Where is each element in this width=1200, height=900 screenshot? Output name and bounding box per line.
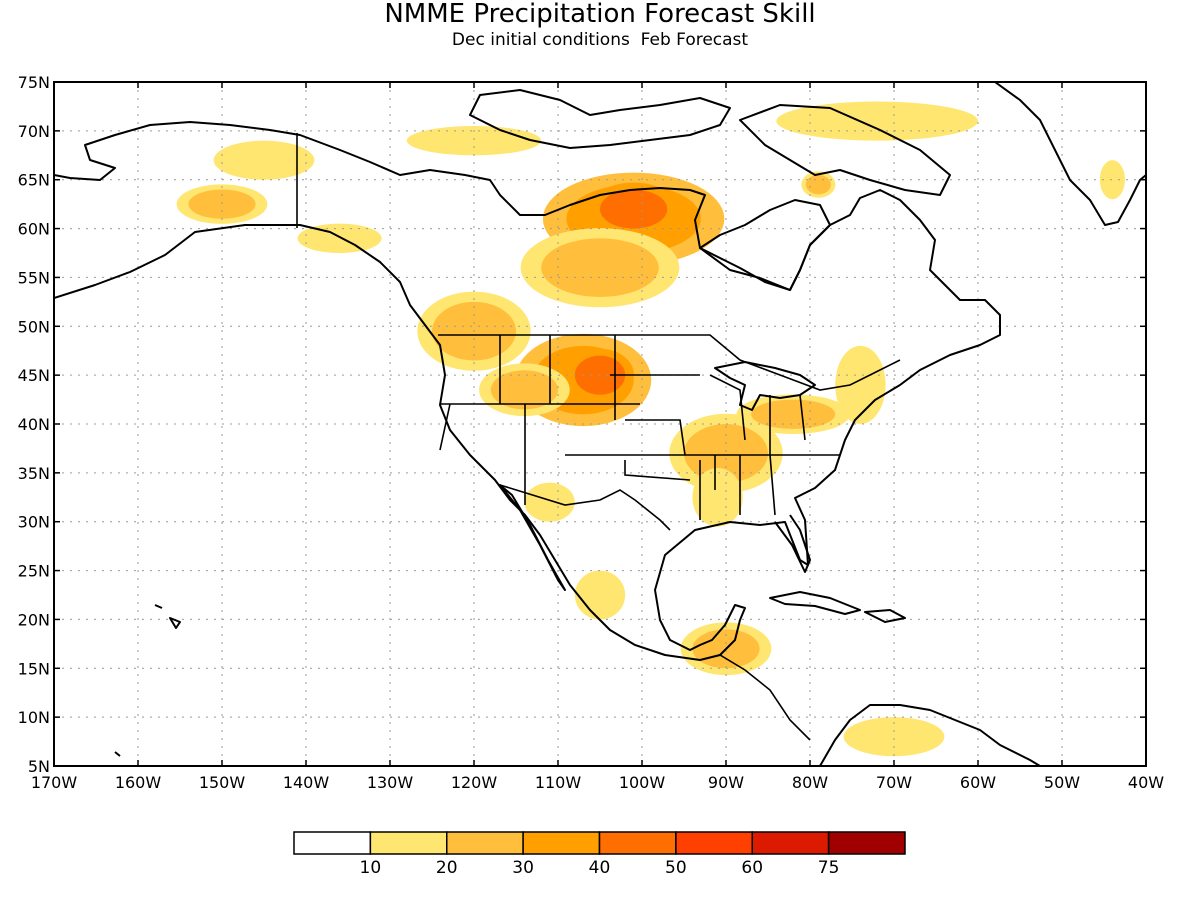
skill-region-ohio-valley	[751, 399, 836, 429]
skill-region-south-america-north	[843, 717, 945, 757]
gridlines	[54, 82, 1146, 766]
hudson-bay-coastline	[699, 199, 831, 291]
great-lakes-coastline	[714, 361, 816, 411]
x-tick-label: 170W	[31, 773, 78, 792]
latitude-axis: 5N 10N 15N 20N 25N 30N 35N 40N 45N 50N 55N 60N 65N 70…	[18, 73, 1146, 776]
x-tick-label: 120W	[451, 773, 498, 792]
y-tick-label: 10N	[18, 708, 50, 727]
skill-region-labrador-spot	[805, 174, 832, 195]
colorbar-label: 20	[436, 858, 458, 878]
x-tick-label: 70W	[876, 773, 912, 792]
colorbar-swatch	[522, 831, 601, 855]
colorbar-swatch	[751, 831, 830, 855]
y-tick-label: 50N	[18, 317, 50, 336]
colorbar-label: 75	[818, 858, 840, 878]
pacific-islands	[114, 604, 181, 757]
x-tick-label: 40W	[1128, 773, 1164, 792]
south-america-coastline	[819, 704, 1041, 766]
florida-coastline	[774, 514, 811, 573]
y-tick-label: 65N	[18, 171, 50, 190]
colorbar-label: 60	[741, 858, 763, 878]
y-tick-label: 75N	[18, 73, 50, 92]
longitude-axis: 170W 160W 150W 140W 130W 120W 110W 100W 90W 80W 70…	[31, 82, 1164, 792]
y-tick-label: 70N	[18, 122, 50, 141]
y-tick-label: 20N	[18, 610, 50, 629]
skill-region-manitoba	[541, 238, 659, 297]
x-tick-label: 60W	[960, 773, 996, 792]
us-canada-border	[438, 334, 901, 391]
skill-region-alaska-panhandle	[297, 223, 382, 253]
skill-region-alaska-south-coast	[188, 189, 256, 219]
central-america-borders	[699, 654, 811, 741]
map-title: NMME Precipitation Forecast Skill	[384, 0, 815, 29]
baffin-island-coastline	[739, 104, 951, 196]
colorbar-swatch	[675, 831, 753, 855]
political-boundaries	[438, 334, 901, 741]
y-tick-label: 45N	[18, 366, 50, 385]
map-subtitle: Dec initial conditions Feb Forecast	[452, 30, 748, 50]
skill-region-sonora	[524, 482, 575, 522]
skill-region-arkansas-tennessee	[684, 424, 768, 483]
y-tick-label: 35N	[18, 464, 50, 483]
colorbar-label: 50	[665, 858, 687, 878]
y-tick-label: 25N	[18, 562, 50, 581]
greenland-coastline	[994, 82, 1146, 226]
x-tick-label: 150W	[199, 773, 246, 792]
colorbar-label: 40	[589, 858, 611, 878]
y-tick-label: 5N	[28, 757, 50, 776]
us-mexico-border	[499, 484, 671, 531]
coastlines	[54, 82, 1146, 766]
colorbar-swatch	[369, 831, 448, 855]
cuba-coastline	[769, 591, 861, 615]
colorbar-swatch	[598, 831, 677, 855]
x-tick-label: 130W	[367, 773, 414, 792]
x-tick-label: 140W	[283, 773, 330, 792]
skill-region-mississippi-valley	[692, 467, 743, 527]
skill-region-alaska-north	[213, 140, 315, 180]
x-tick-label: 50W	[1044, 773, 1080, 792]
us-state-lines	[439, 335, 840, 520]
x-tick-label: 90W	[708, 773, 744, 792]
colorbar-swatch	[446, 831, 524, 855]
arctic-islands-coastline	[469, 89, 731, 149]
colorbar-label: 10	[360, 858, 382, 878]
y-tick-label: 55N	[18, 268, 50, 287]
north-america-coastline	[54, 121, 1001, 661]
x-tick-label: 110W	[535, 773, 582, 792]
y-tick-label: 15N	[18, 659, 50, 678]
colorbar-label: 30	[512, 858, 534, 878]
x-tick-label: 160W	[115, 773, 162, 792]
hispaniola-coastline	[864, 609, 906, 623]
y-tick-label: 40N	[18, 415, 50, 434]
x-tick-label: 80W	[792, 773, 828, 792]
colorbar-swatch	[827, 831, 906, 855]
colorbar-swatch	[293, 831, 372, 855]
skill-region-northeast	[835, 345, 886, 424]
baja-california-coastline	[499, 484, 566, 591]
y-tick-label: 60N	[18, 220, 50, 239]
y-tick-label: 30N	[18, 513, 50, 532]
skill-region-idaho	[490, 370, 558, 410]
colorbar: 10 20 30 40 50 60 75	[293, 831, 906, 878]
skill-region-mexico-west	[574, 570, 626, 620]
skill-region-hudson-west-core	[600, 189, 668, 229]
skill-region-greenland-east	[1099, 160, 1125, 200]
x-tick-label: 100W	[619, 773, 666, 792]
